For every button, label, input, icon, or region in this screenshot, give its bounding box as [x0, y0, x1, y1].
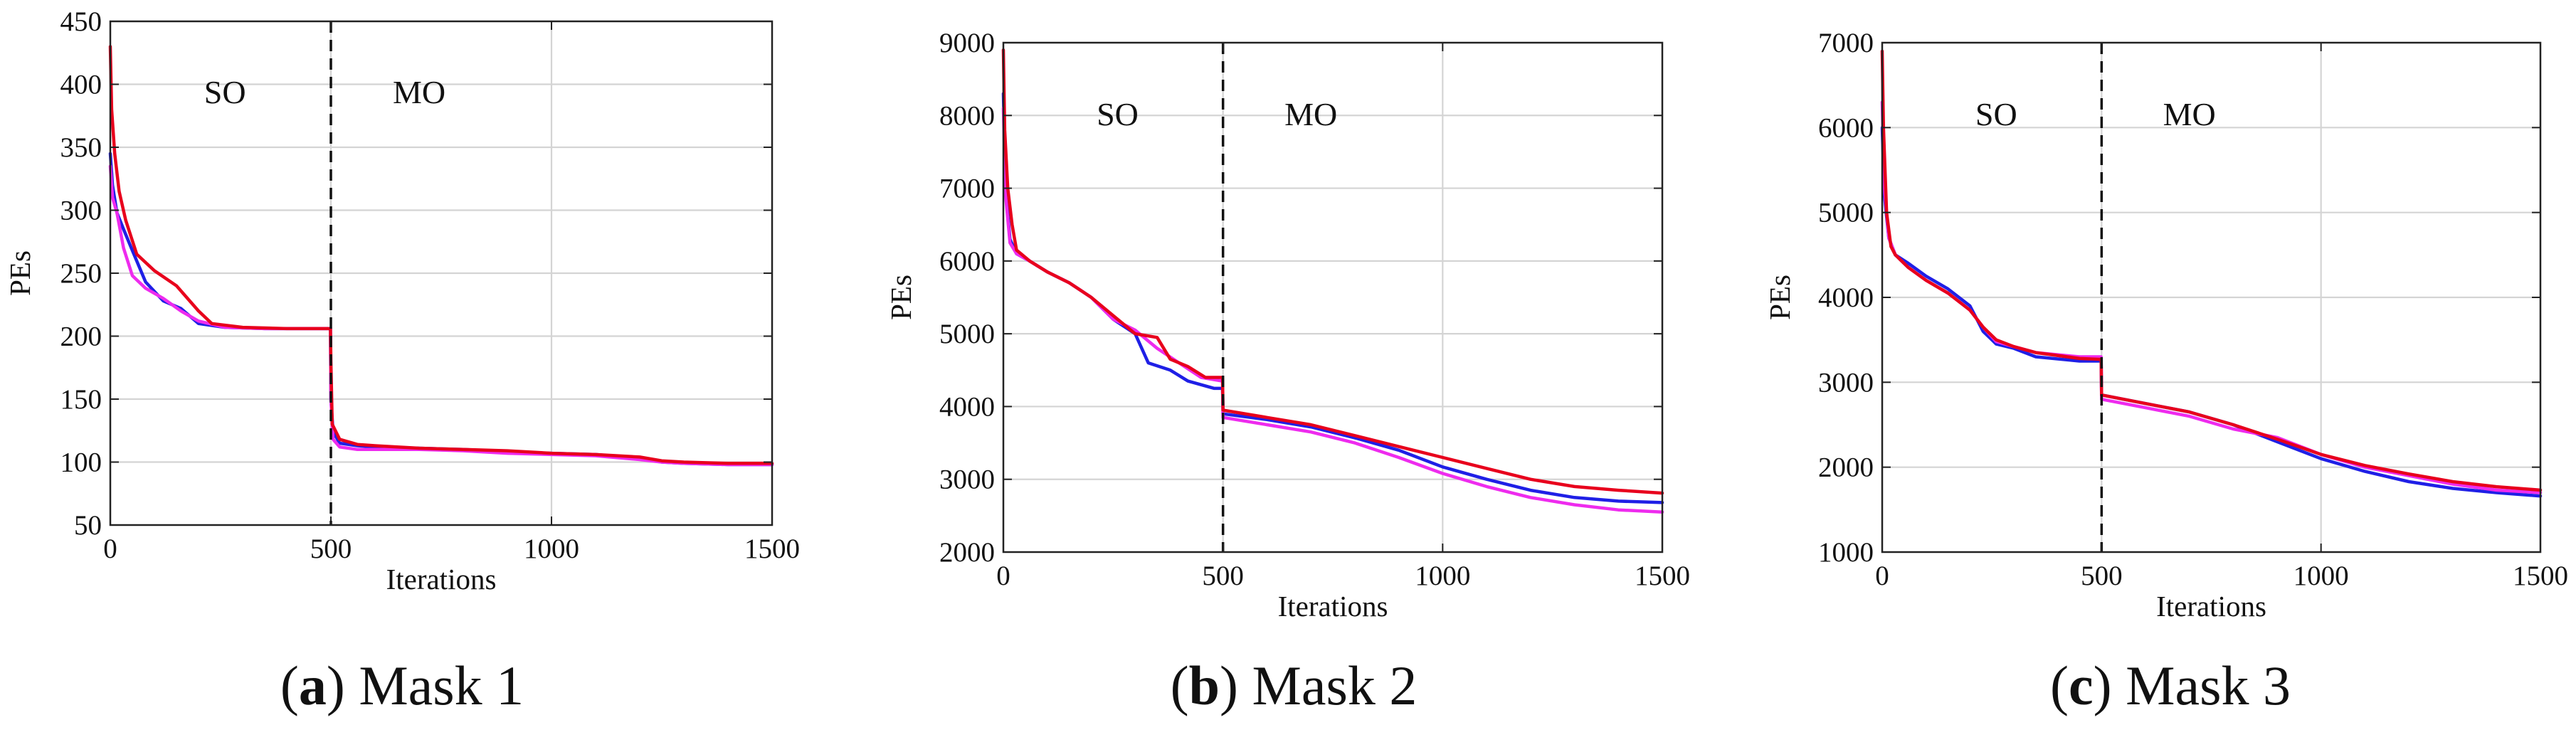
- x-axis-label: Iterations: [1278, 590, 1388, 622]
- panel-caption-letter: b: [1189, 655, 1220, 716]
- y-axis-label: PEs: [4, 250, 36, 296]
- y-tick-label: 100: [60, 447, 102, 478]
- panel-caption-letter: a: [299, 655, 327, 716]
- x-tick-label: 1000: [1415, 561, 1470, 591]
- panel-caption-text: Mask 3: [2126, 655, 2291, 716]
- region-label-mo: MO: [2163, 96, 2216, 132]
- x-tick-label: 1000: [2293, 561, 2349, 591]
- y-tick-label: 4000: [939, 391, 995, 422]
- y-tick-label: 5000: [939, 319, 995, 349]
- x-tick-label: 500: [1202, 561, 1244, 591]
- panel-caption-text: Mask 1: [359, 655, 524, 716]
- x-tick-label: 500: [310, 534, 352, 564]
- x-axis-label: Iterations: [386, 563, 497, 595]
- series-line-magenta: [108, 164, 774, 467]
- y-tick-label: 2000: [1818, 452, 1874, 483]
- y-tick-label: 250: [60, 258, 102, 289]
- y-tick-label: 200: [60, 322, 102, 352]
- series-line-blue: [1001, 92, 1664, 504]
- panel-caption-letter: c: [2069, 655, 2094, 716]
- region-label-mo: MO: [393, 74, 445, 110]
- x-tick-label: 500: [2081, 561, 2123, 591]
- series-line-blue: [1880, 126, 2543, 498]
- series-line-blue: [108, 152, 774, 467]
- chart-panel-1: 50 100 150 200 250 300 350 400 450 0 500 1000 1500 It…: [4, 6, 800, 716]
- y-tick-label: 2000: [939, 537, 995, 568]
- panel-caption: (b) Mask 2: [1171, 655, 1418, 716]
- y-tick-label: 150: [60, 384, 102, 415]
- x-axis-label: Iterations: [2156, 590, 2266, 622]
- region-label-mo: MO: [1284, 96, 1337, 132]
- y-tick-label: 6000: [939, 246, 995, 277]
- y-tick-label: 6000: [1818, 112, 1874, 143]
- chart-panel-2: 2000 3000 4000 5000 6000 7000 8000 9000 0 500 1000…: [885, 28, 1690, 716]
- plot-frame: [1002, 41, 1664, 553]
- y-tick-label: 450: [60, 6, 102, 37]
- y-tick-label: 7000: [939, 174, 995, 204]
- x-tick-label: 1500: [2513, 561, 2568, 591]
- y-tick-label: 3000: [1818, 367, 1874, 398]
- y-tick-label: 350: [60, 132, 102, 163]
- series-line-red: [1001, 48, 1664, 495]
- panel-caption: (a) Mask 1: [280, 655, 524, 716]
- y-tick-label: 400: [60, 70, 102, 100]
- y-axis-label: PEs: [1763, 275, 1796, 320]
- panel-caption-text: Mask 2: [1252, 655, 1418, 716]
- y-tick-label: 3000: [939, 465, 995, 495]
- y-tick-label: 300: [60, 196, 102, 226]
- x-tick-label: 1500: [744, 534, 800, 564]
- y-tick-label: 5000: [1818, 198, 1874, 228]
- y-tick-label: 7000: [1818, 28, 1874, 58]
- x-tick-label: 0: [103, 534, 117, 564]
- region-label-so: SO: [1975, 96, 2017, 132]
- panel-caption: (c) Mask 3: [2050, 655, 2291, 716]
- x-tick-label: 0: [1875, 561, 1889, 591]
- y-tick-label: 4000: [1818, 282, 1874, 313]
- y-tick-label: 9000: [939, 28, 995, 58]
- x-tick-label: 0: [996, 561, 1010, 591]
- region-label-so: SO: [1097, 96, 1139, 132]
- y-tick-label: 8000: [939, 100, 995, 131]
- y-tick-label: 1000: [1818, 537, 1874, 568]
- series-line-red: [1880, 49, 2543, 492]
- chart-panel-3: 1000 2000 3000 4000 5000 6000 7000 0 500 1000 1500…: [1763, 28, 2568, 716]
- series-line-magenta: [1001, 106, 1664, 514]
- x-tick-label: 1500: [1635, 561, 1690, 591]
- y-axis-label: PEs: [885, 275, 917, 320]
- region-label-so: SO: [204, 74, 246, 110]
- y-tick-label: 50: [74, 510, 102, 541]
- x-tick-label: 1000: [524, 534, 579, 564]
